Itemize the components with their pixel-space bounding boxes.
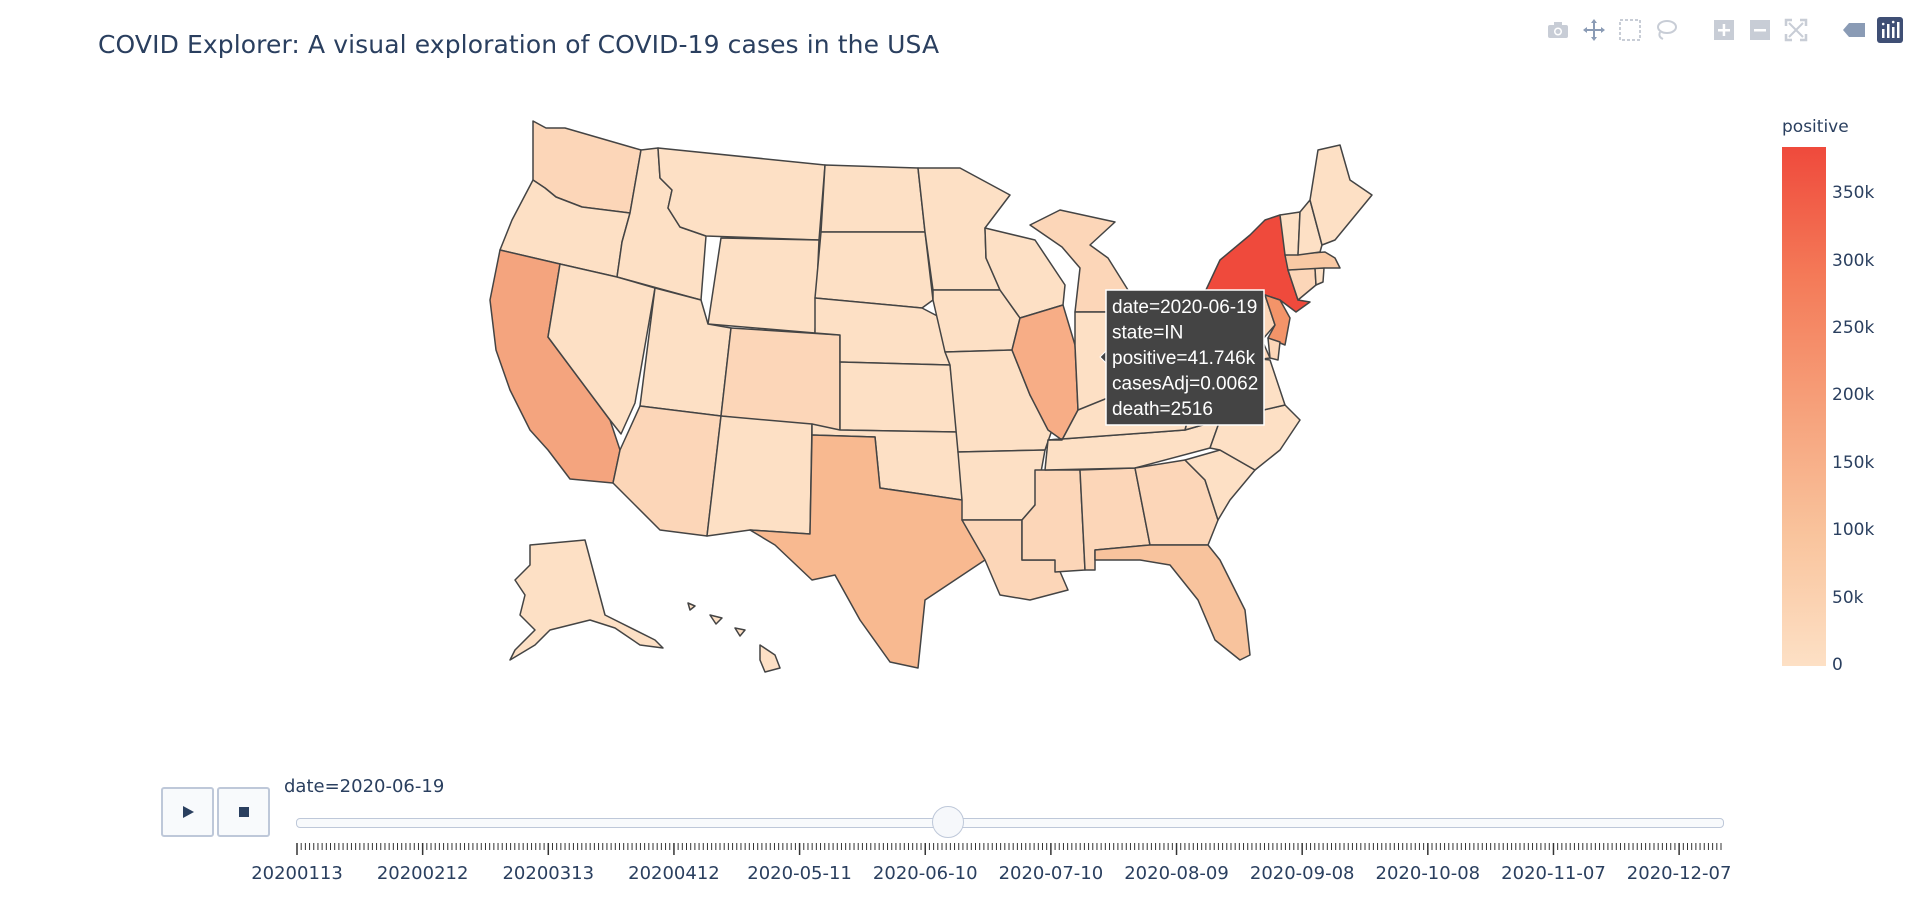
state-AZ[interactable] [612,405,722,537]
pan-icon[interactable] [1580,16,1608,44]
autoscale-icon[interactable] [1782,16,1810,44]
state-FL[interactable] [1094,544,1251,661]
state-KS[interactable] [839,361,959,433]
slider-tick-label: 2020-08-09 [1124,863,1229,884]
colorbar-tick-label: 250k [1832,317,1875,338]
slider-tick-label: 2020-06-10 [872,863,978,884]
state-AK[interactable] [509,539,664,661]
slider-current-value: date=2020-06-19 [284,776,445,797]
slider-tick-label: 2020-07-10 [998,863,1104,884]
state-NM[interactable] [706,415,813,537]
slider-ticks [296,843,1722,855]
state-NV[interactable] [547,263,656,435]
slider-tick-label: 2020-09-08 [1249,863,1355,884]
slider-tick-label: 20200313 [502,863,595,884]
page-title: COVID Explorer: A visual exploration of … [98,30,940,59]
slider-tick-label: 2020-05-11 [747,863,852,884]
state-NH[interactable] [1297,199,1323,256]
plot-modebar [1536,14,1910,46]
state-WY[interactable] [707,237,820,334]
slider-tick-label: 2020-11-07 [1501,863,1606,884]
tooltip-line: state=IN [1112,323,1183,344]
state-HI-1[interactable] [687,602,696,611]
colorbar-tick-label: 50k [1832,587,1864,608]
state-ME[interactable] [1309,144,1373,246]
camera-icon[interactable] [1544,16,1572,44]
state-SD[interactable] [814,231,934,309]
colorbar-title: positive [1782,117,1849,137]
slider-tick-label: 20200412 [628,863,720,884]
state-MT[interactable] [657,147,826,241]
state-CO[interactable] [720,327,841,431]
state-RI[interactable] [1314,267,1325,286]
slider-grip[interactable] [931,806,964,838]
colorbar-tick-label: 350k [1832,183,1875,204]
slider-tick-label: 20200113 [251,863,343,884]
slider-tick-label: 2020-12-07 [1626,863,1732,884]
tooltip-line: positive=41.746k [1112,348,1256,369]
colorbar-tick-label: 300k [1832,250,1875,271]
hover-toggle-icon[interactable] [1840,16,1868,44]
state-MA[interactable] [1284,251,1341,271]
hover-tooltip: date=2020-06-19 state=IN positive=41.746k c… [1099,289,1265,426]
slider-rail[interactable] [296,818,1724,828]
stop-button[interactable] [217,787,270,837]
state-NJ[interactable] [1264,294,1291,346]
colorbar-tick-label: 150k [1832,452,1875,473]
choropleth-map[interactable]: date=2020-06-19 state=IN positive=41.746k c… [480,110,1380,680]
state-HI-2[interactable] [709,614,723,625]
play-icon [182,806,194,818]
colorbar-gradient [1782,147,1826,666]
colorbar-tick-label: 200k [1832,385,1875,406]
zoom-out-icon[interactable] [1746,16,1774,44]
state-HI-3[interactable] [734,627,746,637]
slider-tick-label: 20200212 [376,863,469,884]
state-TX[interactable] [749,434,986,669]
state-HI-4[interactable] [759,644,781,673]
tooltip-line: casesAdj=0.0062 [1112,374,1258,395]
zoom-in-icon[interactable] [1710,16,1738,44]
tooltip-line: date=2020-06-19 [1112,297,1257,318]
state-ND[interactable] [820,164,926,233]
state-DE[interactable] [1267,337,1281,361]
colorbar-tick-label: 0 [1832,655,1843,675]
box-select-icon[interactable] [1616,16,1644,44]
slider-tick-label: 2020-10-08 [1375,863,1481,884]
plotly-logo-icon[interactable] [1876,16,1904,44]
colorbar-tick-label: 100k [1832,520,1875,541]
play-button[interactable] [161,787,214,837]
tooltip-line: death=2516 [1112,399,1213,420]
stop-icon [238,807,249,817]
lasso-icon[interactable] [1652,16,1680,44]
